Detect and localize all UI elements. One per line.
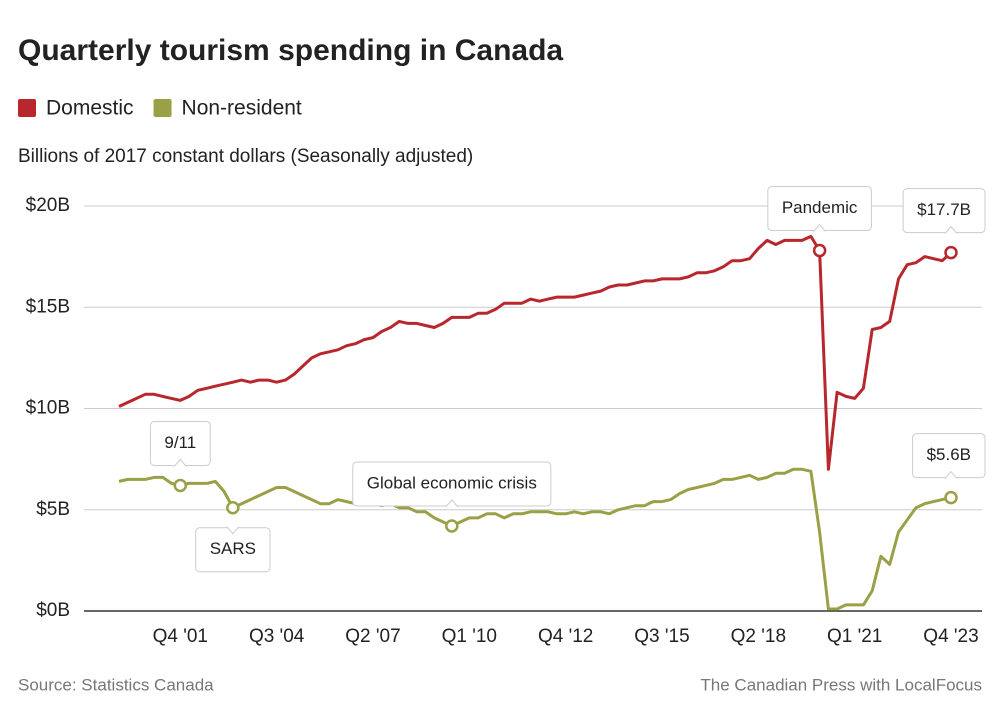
x-tick-label: Q4 '12 [538, 626, 593, 647]
annotated-point [445, 519, 459, 533]
legend-label: Domestic [46, 97, 134, 120]
legend: Domestic Non-resident [18, 97, 302, 120]
annotation-pointer [944, 225, 958, 234]
x-tick-label: Q1 '21 [827, 626, 882, 647]
annotation: Global economic crisis [352, 461, 552, 508]
legend-swatch [153, 99, 172, 117]
credit: The Canadian Press with LocalFocus [700, 675, 982, 694]
y-tick-label: $15B [26, 296, 70, 317]
annotated-point [173, 478, 188, 493]
annotation: SARS [195, 526, 271, 573]
y-tick-label: $0B [36, 600, 70, 621]
y-tick-label: $20B [26, 195, 70, 216]
annotation-text: SARS [210, 539, 256, 558]
annotated-point [944, 245, 958, 260]
y-tick-label: $5B [36, 499, 70, 520]
series-line [118, 234, 953, 471]
annotation-pointer [813, 223, 827, 232]
chart-title: Quarterly tourism spending in Canada [18, 34, 563, 67]
source: Source: Statistics Canada [18, 675, 214, 694]
annotation: $5.6B [912, 433, 986, 479]
annotation-text: $5.6B [927, 445, 971, 464]
annotation-text: Pandemic [782, 198, 858, 217]
annotation: Pandemic [767, 186, 872, 232]
annotation-pointer [944, 470, 958, 479]
annotation-text: Global economic crisis [367, 473, 537, 492]
x-tick-label: Q3 '04 [249, 626, 305, 647]
annotation-text: 9/11 [164, 433, 196, 452]
x-tick-label: Q4 '01 [153, 626, 208, 647]
x-tick-label: Q4 '23 [923, 626, 978, 647]
annotated-point [226, 500, 240, 515]
annotated-point [812, 243, 827, 258]
x-tick-label: Q1 '10 [442, 626, 497, 647]
x-tick-label: Q3 '15 [634, 626, 689, 647]
annotation-pointer [226, 526, 240, 535]
annotation: $17.7B [902, 188, 986, 234]
chart-subtitle: Billions of 2017 constant dollars (Seaso… [18, 146, 473, 167]
x-tick-label: Q2 '07 [345, 626, 400, 647]
series-line [118, 467, 952, 611]
legend-swatch [18, 99, 36, 117]
annotation-pointer [445, 499, 459, 508]
annotation-text: $17.7B [917, 200, 971, 219]
y-tick-label: $10B [26, 398, 70, 419]
x-tick-label: Q2 '18 [731, 626, 786, 647]
legend-label: Non-resident [182, 97, 302, 120]
annotation: 9/11 [149, 420, 211, 467]
annotated-point [944, 490, 958, 505]
annotation-pointer [173, 458, 187, 467]
annotation-box [902, 188, 986, 234]
